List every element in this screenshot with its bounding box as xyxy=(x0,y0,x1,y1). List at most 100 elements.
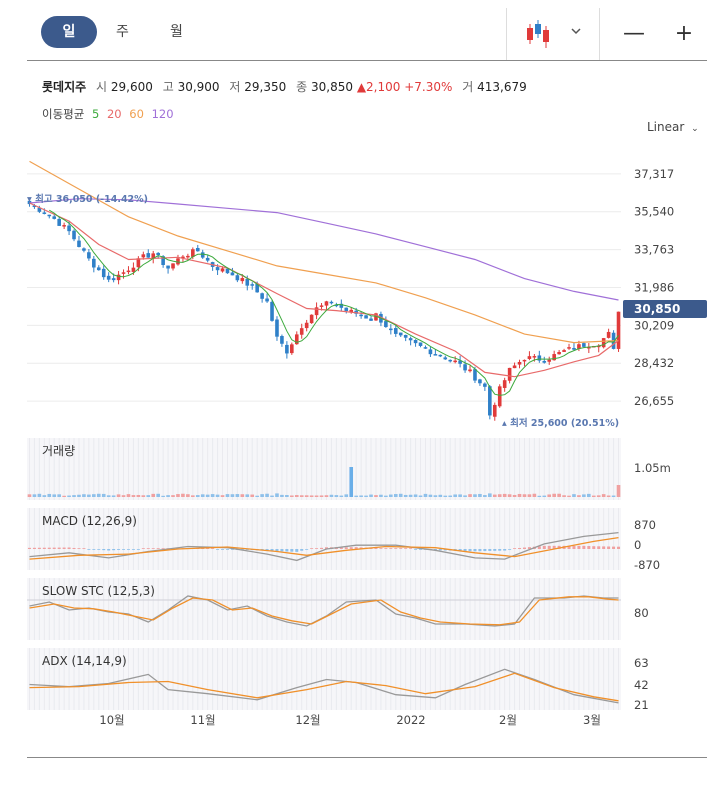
candle-body xyxy=(359,314,363,317)
macd-histogram-bar xyxy=(527,547,531,549)
candle-body xyxy=(587,346,591,349)
macd-histogram-bar xyxy=(131,549,135,550)
chevron-down-icon: ⌄ xyxy=(691,124,699,134)
volume-bar xyxy=(507,494,512,497)
ma5-line xyxy=(49,209,619,396)
volume-bar xyxy=(215,494,220,497)
macd-histogram-bar xyxy=(52,547,56,549)
volume-bar xyxy=(532,493,537,497)
macd-histogram-bar xyxy=(161,548,165,549)
volume-bar xyxy=(611,495,616,497)
candle-body xyxy=(230,272,235,276)
scale-selector[interactable]: Linear ⌄ xyxy=(647,120,699,134)
volume-bar xyxy=(458,494,462,497)
candle-body xyxy=(67,225,71,232)
macd-histogram-bar xyxy=(488,549,492,551)
volume-bar xyxy=(443,495,448,497)
volume-bar xyxy=(47,493,52,497)
candle-body xyxy=(299,328,304,335)
volume-bar xyxy=(547,494,552,497)
macd-histogram-bar xyxy=(602,546,606,549)
volume-bar xyxy=(582,494,586,497)
zoom-in-button[interactable]: + xyxy=(674,21,694,46)
macd-histogram-bar xyxy=(513,548,517,549)
macd-histogram-bar xyxy=(112,549,116,551)
candle-body xyxy=(542,360,547,363)
volume-bar xyxy=(181,493,185,497)
volume-bar xyxy=(488,493,492,497)
x-tick-label: 2022 xyxy=(396,713,425,727)
indicator-title: MACD (12,26,9) xyxy=(42,514,137,528)
price-tick-label: 37,317 xyxy=(634,167,674,181)
candle-body xyxy=(606,331,611,338)
candle-body xyxy=(384,321,388,328)
volume-bar xyxy=(339,495,344,497)
stc-d-line xyxy=(29,596,619,626)
x-tick-label: 2월 xyxy=(499,713,517,727)
volume-bar xyxy=(398,493,403,497)
macd-histogram-bar xyxy=(77,548,81,549)
candle-body xyxy=(492,404,497,417)
volume-bar xyxy=(72,495,76,497)
candle-body xyxy=(478,379,482,384)
volume-bar xyxy=(413,494,418,497)
period-month-tab[interactable]: 월 xyxy=(170,24,183,40)
macd-histogram-bar xyxy=(617,546,621,549)
candle-body xyxy=(473,369,477,381)
candle-body xyxy=(32,205,37,208)
period-day-tab[interactable]: 일 xyxy=(41,16,97,48)
candle-body xyxy=(161,256,165,265)
volume-bar xyxy=(240,494,245,497)
candle-body xyxy=(537,355,542,361)
volume-bar xyxy=(210,494,215,497)
volume-bar xyxy=(121,495,126,497)
volume-bar xyxy=(62,495,66,497)
candle-body xyxy=(37,207,42,212)
candle-body xyxy=(488,386,492,416)
volume-bar xyxy=(438,494,443,497)
volume-bar xyxy=(82,494,86,497)
volume-bar xyxy=(448,495,453,497)
volume-bar xyxy=(260,494,264,497)
macd-histogram-bar xyxy=(394,548,398,549)
period-week-tab[interactable]: 주 xyxy=(116,24,129,40)
candle-body xyxy=(82,248,86,251)
macd-histogram-bar xyxy=(577,545,581,549)
macd-histogram-bar xyxy=(359,547,363,549)
macd-histogram-bar xyxy=(265,549,269,551)
macd-histogram-bar xyxy=(285,549,289,552)
volume-bar xyxy=(205,494,210,497)
candle-body xyxy=(101,268,106,278)
candle-body xyxy=(463,364,467,371)
candle-body xyxy=(483,383,487,387)
chart-type-button[interactable] xyxy=(522,8,582,80)
volume-bar xyxy=(101,493,106,497)
price-tick-label: 33,763 xyxy=(634,243,674,257)
candle-body xyxy=(517,361,522,365)
candle-body xyxy=(468,369,472,372)
candle-body xyxy=(220,268,225,272)
candle-body xyxy=(389,328,393,331)
ma-label: 이동평균 xyxy=(42,107,85,121)
macd-histogram-bar xyxy=(537,546,541,549)
low-label: 저 xyxy=(229,80,241,94)
ma-20: 20 xyxy=(106,107,122,121)
candle-body xyxy=(181,256,185,259)
macd-histogram-bar xyxy=(438,549,442,551)
macd-histogram-bar xyxy=(339,547,343,549)
volume-bar xyxy=(309,495,314,497)
candle-body xyxy=(562,350,566,352)
macd-histogram-bar xyxy=(493,549,497,551)
candle-body xyxy=(458,360,462,364)
zoom-out-button[interactable]: — xyxy=(623,21,645,46)
volume-bar xyxy=(250,494,255,497)
macd-histogram-bar xyxy=(518,547,522,549)
candle-body xyxy=(433,354,438,356)
volume-bar xyxy=(151,493,156,497)
volume-bar xyxy=(453,494,457,497)
volume-bar xyxy=(562,495,566,497)
macd-histogram-bar xyxy=(240,549,244,550)
macd-histogram-bar xyxy=(67,547,71,549)
macd-histogram-bar xyxy=(206,548,210,549)
